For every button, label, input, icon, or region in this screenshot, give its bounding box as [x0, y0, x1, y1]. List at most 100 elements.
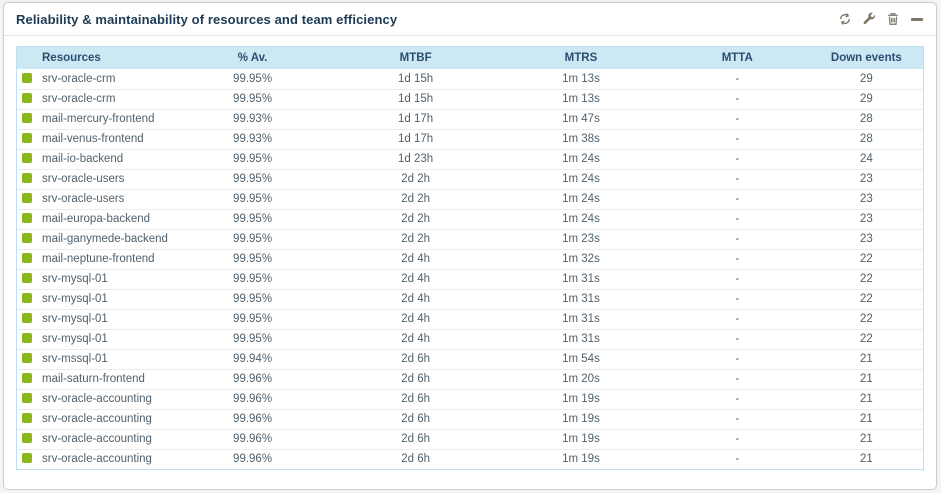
- panel-header: Reliability & maintainability of resourc…: [4, 3, 936, 36]
- widget-panel: Reliability & maintainability of resourc…: [3, 2, 937, 490]
- cell-mtta: -: [664, 329, 810, 350]
- table-row: mail-io-backend 99.95% 1d 23h 1m 24s -24: [17, 149, 923, 170]
- cell-mtbf: 2d 4h: [334, 309, 498, 330]
- cell-resource: mail-saturn-frontend: [17, 369, 172, 390]
- cell-mtbf: 2d 2h: [334, 169, 498, 190]
- cell-mtbf: 1d 17h: [334, 129, 498, 150]
- cell-mtbf: 1d 23h: [334, 149, 498, 170]
- cell-resource: mail-io-backend: [17, 149, 172, 170]
- cell-mtta: -: [664, 349, 810, 370]
- trash-icon[interactable]: [885, 12, 900, 27]
- resource-name: srv-oracle-crm: [42, 72, 116, 85]
- cell-mtta: -: [664, 149, 810, 170]
- column-header-down_events: Down events: [809, 47, 923, 69]
- cell-down_events: 29: [809, 69, 923, 90]
- cell-mtrs: 1m 13s: [497, 89, 665, 110]
- resources-table: Resources% Av. MTBF MTRS MTTA Down events sr…: [17, 47, 923, 469]
- wrench-icon[interactable]: [861, 12, 876, 27]
- refresh-icon[interactable]: [837, 12, 852, 27]
- column-header-mtta: MTTA: [664, 47, 810, 69]
- cell-down_events: 23: [809, 169, 923, 190]
- resource-name: srv-oracle-accounting: [42, 453, 152, 466]
- status-green-icon: [22, 353, 32, 363]
- status-green-icon: [22, 293, 32, 303]
- cell-mtbf: 2d 6h: [334, 429, 498, 450]
- cell-down_events: 21: [809, 429, 923, 450]
- cell-availability: 99.95%: [171, 329, 335, 350]
- status-green-icon: [22, 253, 32, 263]
- cell-mtta: -: [664, 429, 810, 450]
- cell-availability: 99.96%: [171, 389, 335, 410]
- cell-mtrs: 1m 38s: [497, 129, 665, 150]
- status-green-icon: [22, 153, 32, 163]
- cell-resource: mail-europa-backend: [17, 209, 172, 230]
- cell-resource: srv-mysql-01: [17, 269, 172, 290]
- cell-mtrs: 1m 32s: [497, 249, 665, 270]
- cell-availability: 99.95%: [171, 289, 335, 310]
- table-row: mail-mercury-frontend 99.93% 1d 17h 1m 47s -…: [17, 109, 923, 130]
- cell-mtrs: 1m 31s: [497, 309, 665, 330]
- cell-resource: srv-mysql-01: [17, 309, 172, 330]
- status-green-icon: [22, 233, 32, 243]
- table-row: mail-saturn-frontend 99.96% 2d 6h 1m 20s -21: [17, 369, 923, 390]
- table-row: mail-europa-backend 99.95% 2d 2h 1m 24s -23: [17, 209, 923, 230]
- status-green-icon: [22, 313, 32, 323]
- status-green-icon: [22, 273, 32, 283]
- minimize-icon[interactable]: [909, 12, 924, 27]
- cell-mtrs: 1m 13s: [497, 69, 665, 90]
- status-green-icon: [22, 433, 32, 443]
- resource-name: srv-oracle-accounting: [42, 433, 152, 445]
- cell-resource: srv-mssql-01: [17, 349, 172, 370]
- cell-down_events: 21: [809, 389, 923, 410]
- minus-glyph: [910, 17, 923, 21]
- cell-mtrs: 1m 47s: [497, 109, 665, 130]
- cell-down_events: 21: [859, 453, 873, 466]
- cell-mtrs: 1m 24s: [497, 189, 665, 210]
- cell-down_events: 22: [809, 249, 923, 270]
- cell-mtrs: 1m 24s: [497, 149, 665, 170]
- cell-mtta: -: [664, 169, 810, 190]
- cell-resource: srv-oracle-accounting: [17, 449, 171, 469]
- status-green-icon: [22, 333, 32, 343]
- resource-name: srv-oracle-users: [42, 193, 125, 205]
- column-header-resource: Resources: [17, 47, 172, 69]
- resource-name: mail-mercury-frontend: [42, 113, 155, 125]
- panel-title: Reliability & maintainability of resourc…: [16, 11, 398, 27]
- cell-mtta: -: [664, 309, 810, 330]
- cell-resource: srv-oracle-users: [17, 189, 172, 210]
- status-green-icon: [22, 133, 32, 143]
- cell-mtrs: 1m 19s: [497, 429, 665, 450]
- resource-name: mail-europa-backend: [42, 213, 151, 225]
- status-green-icon: [22, 373, 32, 383]
- cell-down_events: 28: [809, 109, 923, 130]
- cell-down_events: 23: [809, 209, 923, 230]
- cell-mtbf: 1d 17h: [334, 109, 498, 130]
- cell-mtrs: 1m 19s: [497, 409, 665, 430]
- cell-mtbf: 2d 4h: [334, 289, 498, 310]
- cell-mtta: -: [664, 109, 810, 130]
- cell-availability: 99.95%: [171, 189, 335, 210]
- cell-availability: 99.95%: [171, 169, 335, 190]
- cell-mtta: -: [664, 189, 810, 210]
- table-row: srv-oracle-accounting 99.96% 2d 6h 1m 19s -2…: [17, 429, 923, 450]
- resource-name: mail-ganymede-backend: [42, 233, 168, 245]
- cell-mtta: -: [664, 229, 810, 250]
- table-header-row: Resources% Av. MTBF MTRS MTTA Down events: [17, 47, 923, 69]
- cell-mtrs: 1m 23s: [497, 229, 665, 250]
- cell-availability: 99.93%: [171, 129, 335, 150]
- cell-mtbf: 2d 4h: [334, 329, 498, 350]
- cell-mtrs: 1m 24s: [497, 169, 665, 190]
- cell-mtrs: 1m 24s: [497, 209, 665, 230]
- table-row: srv-mysql-01 99.95% 2d 4h 1m 31s -22: [17, 329, 923, 350]
- cell-resource: mail-mercury-frontend: [17, 109, 172, 130]
- cell-resource: srv-oracle-crm: [17, 89, 172, 110]
- cell-mtbf: 2d 2h: [334, 189, 498, 210]
- cell-mtta: -: [664, 409, 810, 430]
- column-header-mtrs: MTRS: [497, 47, 665, 69]
- cell-mtta: -: [664, 389, 810, 410]
- cell-availability: 99.95%: [171, 309, 335, 330]
- table-row: srv-mysql-01 99.95% 2d 4h 1m 31s -22: [17, 289, 923, 310]
- cell-mtbf: 2d 6h: [334, 389, 498, 410]
- cell-mtta: -: [664, 249, 810, 270]
- cell-resource: srv-oracle-crm: [17, 69, 172, 90]
